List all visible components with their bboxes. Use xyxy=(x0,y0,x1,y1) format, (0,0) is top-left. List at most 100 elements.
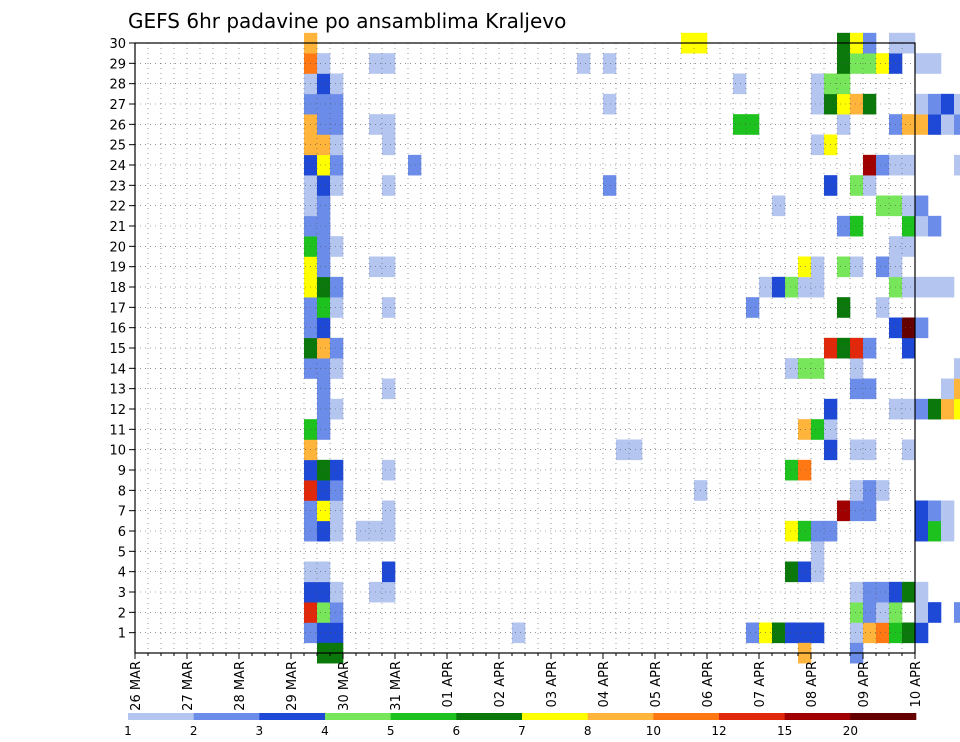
heatmap-cell xyxy=(330,602,344,623)
heatmap-cell xyxy=(902,114,916,135)
heatmap-cell xyxy=(928,215,942,237)
heatmap-cell xyxy=(317,622,331,644)
y-tick-label: 10 xyxy=(109,444,126,459)
heatmap-cell xyxy=(863,500,877,522)
x-tick-label: 08 APR xyxy=(805,661,820,707)
heatmap-cell xyxy=(330,622,344,644)
heatmap-cell xyxy=(902,215,916,237)
heatmap-cell xyxy=(317,215,331,237)
heatmap-cell xyxy=(317,73,331,95)
heatmap-cell xyxy=(616,439,630,461)
heatmap-cell xyxy=(772,276,786,298)
heatmap-cell xyxy=(317,581,331,603)
heatmap-cell xyxy=(382,53,396,74)
heatmap-cell xyxy=(876,154,890,176)
x-tick-label: 28 MAR xyxy=(233,661,248,711)
legend-label: 5 xyxy=(387,724,395,738)
heatmap-cell xyxy=(863,622,877,644)
heatmap-cell xyxy=(798,256,812,278)
heatmap-cell xyxy=(837,500,851,522)
heatmap-cell xyxy=(746,297,760,318)
y-tick-label: 19 xyxy=(109,261,126,276)
heatmap-cell xyxy=(902,154,916,176)
heatmap-cell xyxy=(317,500,331,522)
heatmap-cell xyxy=(317,175,331,196)
x-tick-label: 07 APR xyxy=(753,661,768,707)
y-tick-label: 8 xyxy=(118,484,126,499)
heatmap-cell xyxy=(941,398,955,420)
heatmap-cell xyxy=(317,398,331,420)
heatmap-cell xyxy=(863,53,877,74)
x-tick-label: 03 APR xyxy=(545,661,560,707)
heatmap-cell xyxy=(603,53,617,74)
heatmap-cell xyxy=(330,175,344,196)
heatmap-cell xyxy=(915,215,929,237)
heatmap-cell xyxy=(330,500,344,522)
y-tick-label: 29 xyxy=(109,57,126,72)
legend-swatch xyxy=(325,713,391,720)
legend-label: 12 xyxy=(711,724,726,738)
legend-label: 7 xyxy=(518,724,526,738)
heatmap-cell xyxy=(863,337,877,359)
heatmap-cell xyxy=(850,581,864,603)
legend-swatch xyxy=(587,713,654,720)
heatmap-cell xyxy=(382,500,396,522)
legend-swatch xyxy=(719,713,785,720)
x-tick-label: 05 APR xyxy=(649,661,664,707)
heatmap-cell xyxy=(330,73,344,95)
heatmap-cell xyxy=(811,358,825,379)
heatmap-cell xyxy=(317,297,331,318)
heatmap-cell xyxy=(317,337,331,359)
legend-label: 20 xyxy=(843,724,858,738)
heatmap-cell xyxy=(330,337,344,359)
heatmap-cell xyxy=(798,358,812,379)
heatmap-cell xyxy=(382,256,396,278)
y-tick-label: 23 xyxy=(109,179,126,194)
heatmap-cell xyxy=(603,93,617,115)
heatmap-cell xyxy=(902,581,916,603)
legend-swatch xyxy=(850,713,917,720)
heatmap-cell xyxy=(954,378,960,400)
heatmap-cell xyxy=(317,358,331,379)
heatmap-cell xyxy=(941,378,955,400)
heatmap-cell xyxy=(941,520,955,542)
legend-label: 15 xyxy=(777,724,792,738)
heatmap-cell xyxy=(902,398,916,420)
legend-swatch xyxy=(653,713,720,720)
heatmap-cell xyxy=(902,622,916,644)
heatmap-cell xyxy=(863,378,877,400)
heatmap-cell xyxy=(811,93,825,115)
heatmap-cell xyxy=(941,500,955,522)
y-tick-label: 5 xyxy=(118,545,126,560)
heatmap-cell xyxy=(941,276,955,298)
heatmap-cell xyxy=(317,236,331,257)
heatmap-cell xyxy=(915,276,929,298)
heatmap-cell xyxy=(408,154,422,176)
x-tick-label: 26 MAR xyxy=(129,661,144,711)
heatmap-cell xyxy=(902,337,916,359)
x-tick-label: 29 MAR xyxy=(285,661,300,711)
heatmap-cell xyxy=(811,541,825,562)
y-tick-label: 20 xyxy=(109,240,126,255)
heatmap-cell xyxy=(330,276,344,298)
heatmap-cell xyxy=(850,256,864,278)
heatmap-cell xyxy=(915,581,929,603)
heatmap-cell xyxy=(330,236,344,257)
y-tick-label: 9 xyxy=(118,464,126,479)
heatmap-cell xyxy=(902,276,916,298)
heatmap-cell xyxy=(746,622,760,644)
heatmap-cell xyxy=(915,195,929,217)
heatmap-cell xyxy=(863,154,877,176)
heatmap-cell xyxy=(382,134,396,156)
x-tick-label: 27 MAR xyxy=(181,661,196,711)
heatmap-cell xyxy=(876,622,890,644)
heatmap-cell xyxy=(811,520,825,542)
heatmap-cell xyxy=(317,480,331,501)
heatmap-cell xyxy=(382,175,396,196)
heatmap-cell xyxy=(382,114,396,135)
heatmap-cell xyxy=(811,73,825,95)
y-tick-label: 21 xyxy=(109,220,126,235)
heatmap-cell xyxy=(863,439,877,461)
y-tick-label: 1 xyxy=(118,627,126,642)
heatmap-cell xyxy=(928,398,942,420)
